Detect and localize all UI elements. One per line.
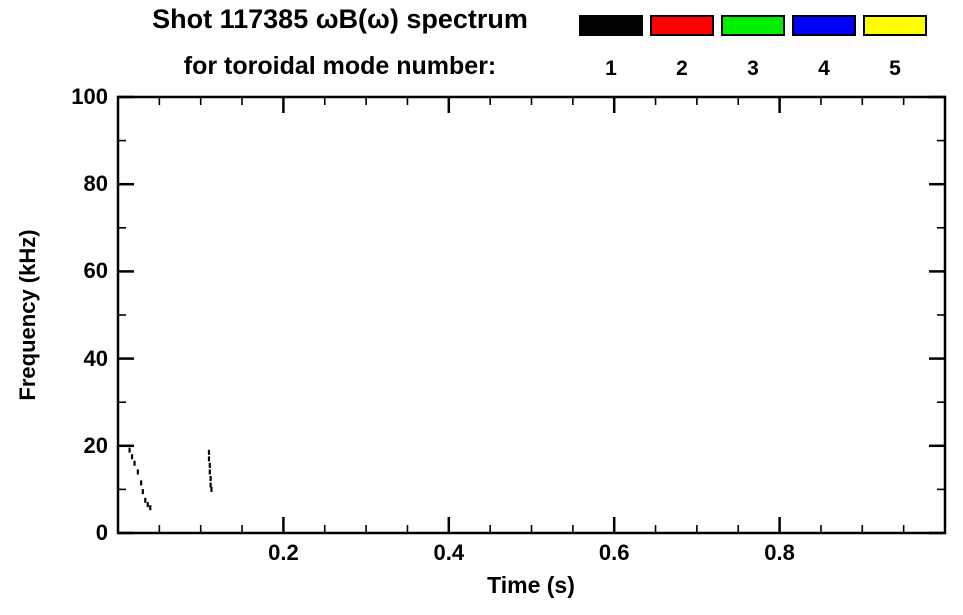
legend-swatch <box>792 15 856 36</box>
data-point <box>208 462 211 468</box>
legend-label: 5 <box>889 57 901 80</box>
legend-swatch <box>579 15 643 36</box>
legend-swatch <box>650 15 714 36</box>
x-tick-label: 0.8 <box>764 540 795 565</box>
chart-subtitle: for toroidal mode number: <box>183 52 497 80</box>
legend-swatch <box>863 15 927 36</box>
y-tick-label: 40 <box>83 345 108 371</box>
data-point <box>140 480 143 486</box>
data-point <box>209 476 212 481</box>
x-tick-label: 0.6 <box>598 540 630 565</box>
y-tick-label: 60 <box>83 258 108 284</box>
x-tick-label: 0.4 <box>433 540 465 565</box>
legend-label: 1 <box>605 57 617 80</box>
data-point <box>149 505 152 511</box>
x-tick-label: 0.2 <box>268 540 299 565</box>
legend-swatch <box>721 15 785 36</box>
y-axis-label: Frequency (kHz) <box>15 229 40 401</box>
chart-title: Shot 117385 ωB(ω) spectrum <box>152 4 528 34</box>
data-point <box>209 482 212 488</box>
y-tick-label: 20 <box>83 432 108 458</box>
data-point <box>136 469 139 475</box>
data-point <box>133 460 136 466</box>
data-point <box>146 502 149 508</box>
data-point <box>210 486 213 492</box>
y-tick-label: 100 <box>71 84 108 109</box>
data-point <box>141 489 144 495</box>
data-point <box>207 449 211 455</box>
data-point <box>208 469 211 475</box>
y-tick-label: 80 <box>83 171 108 197</box>
data-point <box>130 454 134 460</box>
data-point <box>128 447 131 453</box>
legend-label: 3 <box>747 57 759 80</box>
y-tick-label: 0 <box>95 520 108 545</box>
x-axis-label: Time (s) <box>487 572 575 598</box>
data-point <box>207 456 211 462</box>
data-point <box>144 497 147 503</box>
legend-labels: 1 2 3 4 5 <box>579 57 927 81</box>
legend-label: 2 <box>676 57 688 80</box>
legend-label: 4 <box>818 57 830 80</box>
legend <box>579 15 927 36</box>
